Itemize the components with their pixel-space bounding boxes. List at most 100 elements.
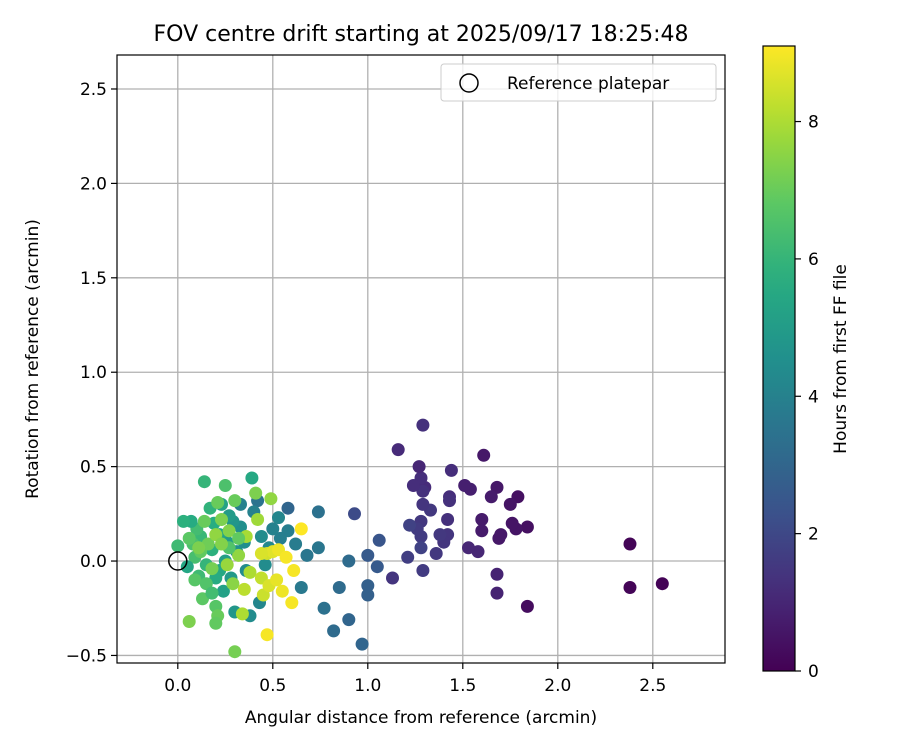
data-point <box>279 550 293 564</box>
data-point <box>171 539 185 553</box>
data-point <box>294 581 308 594</box>
x-tick-label: 2.5 <box>639 676 666 696</box>
colorbar-gradient <box>762 45 796 672</box>
chart-title: FOV centre drift starting at 2025/09/17 … <box>154 22 689 47</box>
data-point <box>477 448 491 462</box>
data-point <box>216 584 230 598</box>
data-point <box>492 531 506 545</box>
data-point <box>444 463 458 477</box>
legend-reference-marker <box>459 73 479 93</box>
data-point <box>222 524 236 538</box>
data-point <box>433 528 447 542</box>
y-tick-label: 0.0 <box>80 552 107 572</box>
colorbar-label: Hours from first FF file <box>831 264 851 454</box>
data-point <box>281 501 295 515</box>
data-point <box>285 596 299 610</box>
data-point <box>623 537 637 551</box>
data-point <box>209 528 223 542</box>
data-point <box>490 480 504 494</box>
legend-reference-label: Reference platepar <box>507 74 669 94</box>
data-point <box>317 601 331 615</box>
data-point <box>220 558 234 572</box>
data-point <box>475 524 489 538</box>
data-point <box>264 492 278 506</box>
colorbar-tick-label: 0 <box>808 662 819 682</box>
data-point <box>197 514 211 528</box>
data-point <box>287 564 301 577</box>
data-point <box>370 560 384 574</box>
axes-frame <box>116 54 726 664</box>
data-point <box>243 565 257 579</box>
data-point <box>458 479 472 492</box>
data-point <box>391 443 405 457</box>
data-point <box>272 511 285 525</box>
data-point <box>623 581 637 594</box>
data-point <box>327 624 341 638</box>
y-axis-label: Rotation from reference (arcmin) <box>23 219 43 499</box>
data-point <box>197 475 211 489</box>
y-tick-label: 2.5 <box>80 80 107 100</box>
data-point <box>260 628 274 642</box>
data-point <box>372 533 386 547</box>
reference-platepar-marker <box>168 551 188 571</box>
colorbar-tick-label: 8 <box>808 113 819 133</box>
data-point <box>520 520 534 534</box>
data-point <box>520 599 534 613</box>
data-point <box>332 581 346 594</box>
data-point <box>254 530 268 543</box>
data-point <box>505 516 519 530</box>
data-point <box>215 513 228 526</box>
data-point <box>503 497 517 511</box>
y-tick-label: 2.0 <box>80 174 107 194</box>
data-point <box>196 592 209 606</box>
data-point <box>211 496 225 509</box>
data-point <box>226 577 240 591</box>
data-point <box>355 637 369 651</box>
data-point <box>416 564 430 577</box>
data-point <box>441 513 455 526</box>
data-point <box>429 547 443 560</box>
data-point <box>266 522 280 536</box>
data-point <box>245 471 259 485</box>
data-point <box>235 607 249 621</box>
x-axis-label: Angular distance from reference (arcmin) <box>245 708 597 728</box>
data-point <box>406 479 420 492</box>
data-point <box>218 479 232 492</box>
data-point <box>205 586 219 600</box>
data-point <box>228 645 242 659</box>
colorbar-tick-label: 6 <box>808 250 819 270</box>
data-point <box>361 579 375 593</box>
y-tick-label: 0.5 <box>80 458 107 478</box>
y-tick-label: 1.5 <box>80 269 107 289</box>
data-point <box>416 497 430 511</box>
plot-area: 0.0 0.5 1.0 1.5 2.0 2.5 −0.5 0.0 0.5 1.0 1.5 2.0 2.5 <box>66 54 726 696</box>
colorbar-tick-label: 2 <box>808 525 819 545</box>
x-tick-label: 1.0 <box>354 676 381 696</box>
data-point <box>342 554 356 568</box>
data-point <box>232 531 246 545</box>
data-point <box>182 531 196 545</box>
data-point <box>215 537 228 551</box>
data-point <box>416 418 430 432</box>
data-point <box>403 518 417 532</box>
x-tick-label: 0.0 <box>164 676 191 696</box>
y-tick-label: −0.5 <box>66 646 107 666</box>
data-point <box>205 562 219 576</box>
data-point <box>232 548 246 562</box>
data-point <box>361 548 375 562</box>
data-point <box>311 505 325 519</box>
data-point <box>273 531 287 545</box>
data-point <box>342 613 356 627</box>
data-point <box>401 550 415 564</box>
colorbar-tick-label: 4 <box>808 387 819 407</box>
data-point <box>228 494 242 508</box>
data-point <box>275 584 289 598</box>
data-point <box>416 484 430 498</box>
x-tick-label: 0.5 <box>259 676 286 696</box>
data-point <box>655 577 669 591</box>
data-point <box>300 548 314 562</box>
data-point <box>361 588 375 602</box>
data-point <box>414 541 428 555</box>
data-point <box>311 541 325 555</box>
